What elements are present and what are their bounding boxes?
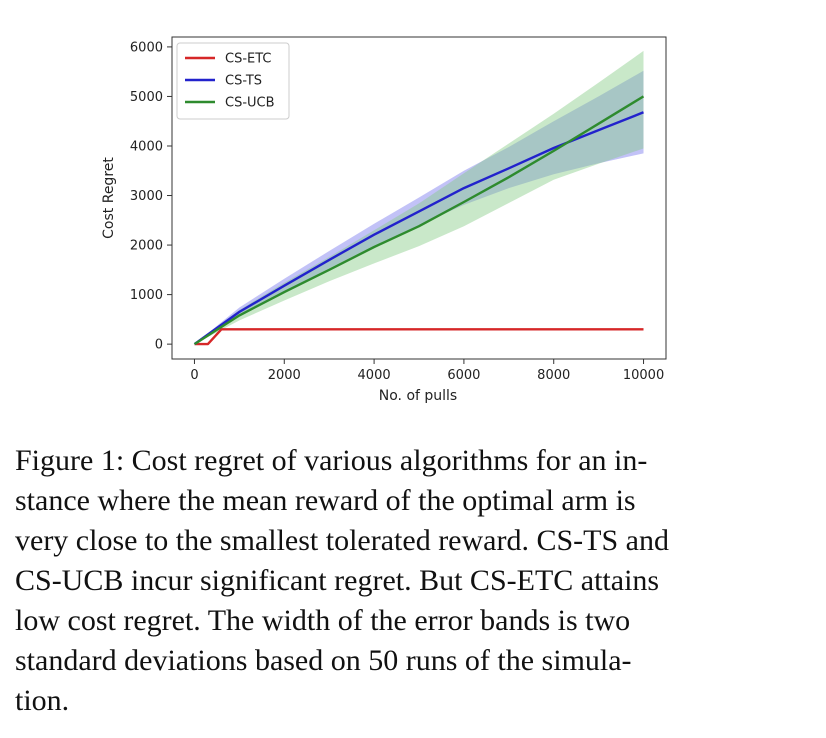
series-line-cs-etc [194, 328, 644, 346]
x-tick-label: 0 [190, 368, 198, 383]
legend-label: CS-ETC [225, 52, 272, 67]
x-axis-label: No. of pulls [379, 388, 457, 404]
x-axis: 0 2000 4000 6000 8000 10000 [190, 359, 664, 383]
error-band-cs-ucb [194, 50, 644, 345]
x-tick-label: 2000 [268, 368, 301, 383]
caption-line: low cost regret. The width of the error … [15, 604, 631, 637]
y-tick-label: 5000 [130, 90, 163, 105]
legend-label: CS-UCB [225, 96, 275, 111]
y-tick-label: 4000 [130, 139, 163, 154]
plot-frame [171, 36, 667, 360]
y-tick-label: 0 [155, 338, 163, 353]
figure-caption: Figure 1: Cost regret of various algorit… [15, 441, 807, 721]
x-tick-label: 4000 [358, 368, 391, 383]
caption-line: standard deviations based on 50 runs of … [15, 644, 632, 677]
legend-box [176, 42, 290, 120]
x-tick-label: 10000 [623, 368, 664, 383]
caption-line: CS-UCB incur significant regret. But CS-… [15, 564, 660, 597]
caption-line: tion. [15, 684, 70, 717]
caption-line: Figure 1: Cost regret of various algorit… [15, 444, 648, 477]
caption-line: very close to the smallest tolerated rew… [15, 524, 669, 557]
x-tick-label: 6000 [447, 368, 480, 383]
error-bands [194, 50, 644, 345]
y-tick-label: 2000 [130, 239, 163, 254]
x-tick-label: 8000 [537, 368, 570, 383]
error-band-cs-ts [194, 70, 644, 345]
y-tick-label: 1000 [130, 288, 163, 303]
y-axis-label: Cost Regret [101, 157, 117, 239]
series-lines [193, 95, 645, 346]
series-line-cs-ucb [193, 95, 645, 346]
y-tick-label: 3000 [130, 189, 163, 204]
y-tick-label: 6000 [130, 40, 163, 55]
legend: CS-ETC CS-TS CS-UCB [176, 42, 290, 120]
caption-line: stance where the mean reward of the opti… [15, 484, 636, 517]
y-axis: 0 1000 2000 3000 4000 5000 6000 [130, 40, 172, 353]
legend-label: CS-TS [225, 74, 262, 89]
cost-regret-chart: 0 2000 4000 6000 8000 10000 0 1000 2000 3000 4000… [101, 36, 667, 404]
